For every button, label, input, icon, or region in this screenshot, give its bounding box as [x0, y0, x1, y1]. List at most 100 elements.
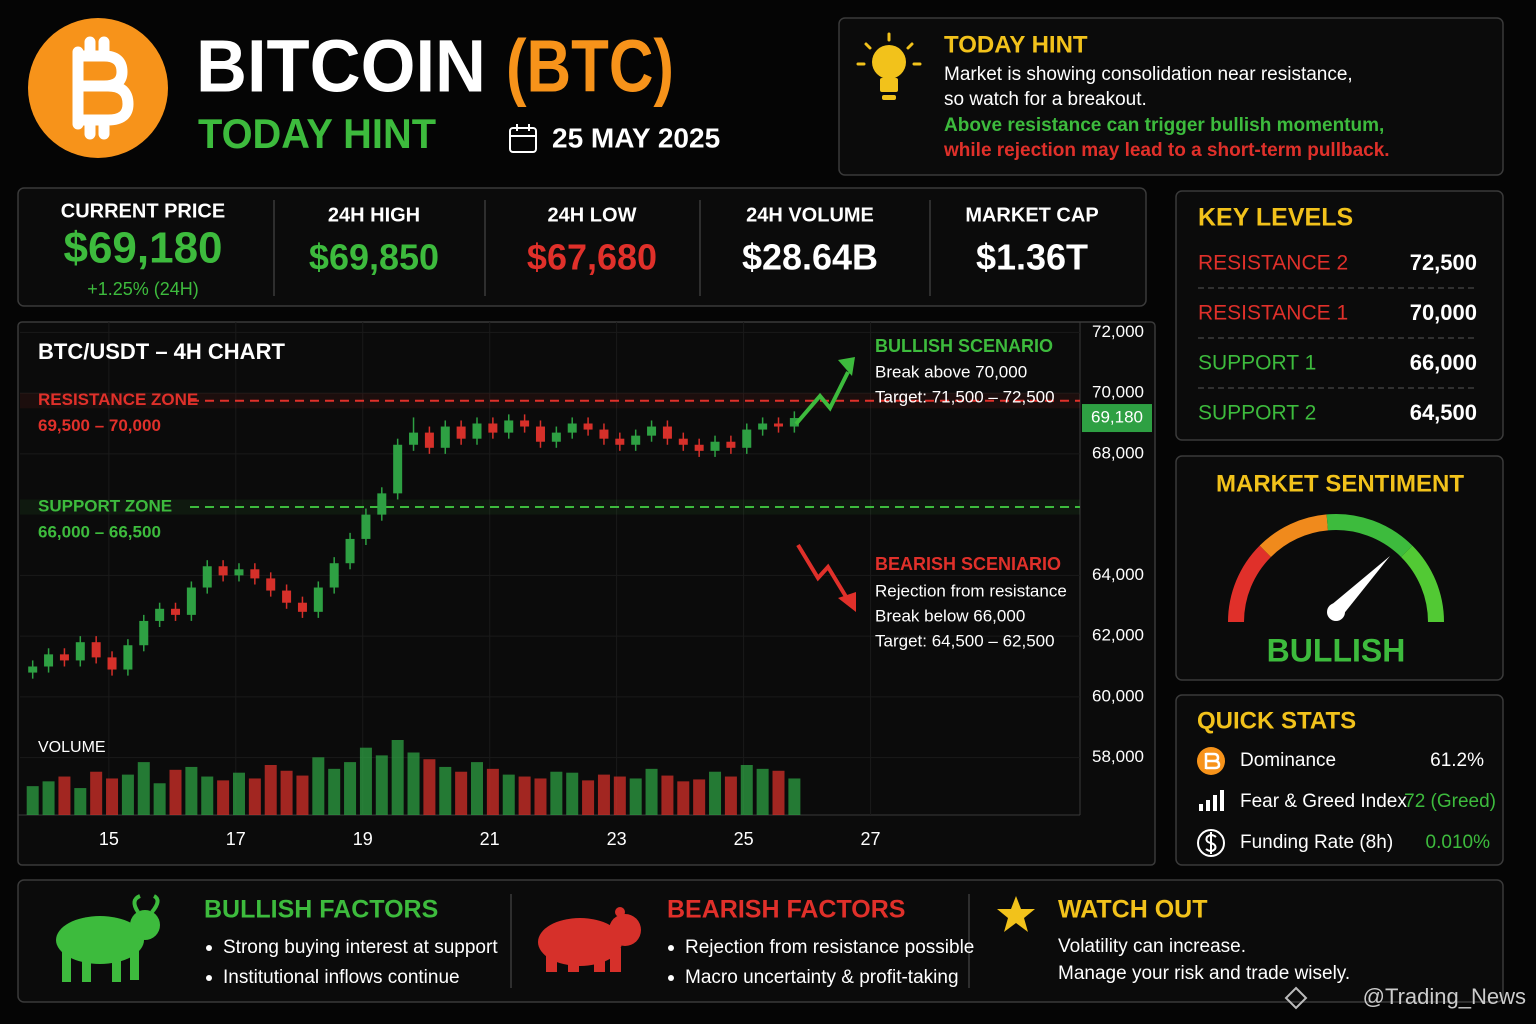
stat-label: 24H HIGH [328, 204, 420, 226]
bitcoin-symbol [72, 36, 134, 140]
volume-bar [740, 765, 753, 815]
volume-bar [391, 740, 404, 815]
volume-bar [724, 776, 737, 815]
stat-value: $69,180 [63, 224, 222, 273]
level-name: SUPPORT 2 [1198, 402, 1316, 425]
bear-icon [538, 907, 641, 972]
volume-bar [26, 786, 39, 815]
volume-bar [439, 766, 452, 815]
candle-body [710, 441, 720, 451]
stat-label: CURRENT PRICE [61, 200, 225, 222]
volume-bar [58, 776, 71, 815]
stat-label: MARKET CAP [965, 204, 1098, 226]
volume-bar [772, 770, 785, 815]
volume-bar [106, 778, 119, 815]
volume-bar [153, 783, 166, 815]
candle-body [520, 420, 530, 427]
candle-body [647, 426, 657, 436]
funding-icon-symbol [1205, 832, 1217, 854]
title: BITCOIN [196, 25, 486, 108]
candle-body [250, 569, 260, 579]
volume-bar [42, 781, 55, 815]
candle-body [488, 423, 498, 433]
candle-body [361, 514, 371, 539]
gauge-hub [1327, 603, 1345, 621]
x-tick-label: 27 [861, 829, 881, 849]
volume-bar [359, 747, 372, 815]
level-name: RESISTANCE 2 [1198, 252, 1348, 275]
candle-body [535, 426, 545, 442]
key-levels-title: KEY LEVELS [1198, 204, 1353, 232]
volume-bar [471, 762, 484, 815]
zone-range: 69,500 – 70,000 [38, 416, 161, 435]
volume-bar [534, 778, 547, 815]
date: 25 MAY 2025 [552, 122, 720, 153]
volume-bar [280, 770, 293, 815]
x-tick-label: 15 [99, 829, 119, 849]
x-tick-label: 19 [353, 829, 373, 849]
x-tick-label: 21 [480, 829, 500, 849]
volume-bar [201, 776, 214, 815]
stat-value: $67,680 [527, 237, 657, 278]
candle-body [171, 608, 181, 615]
bearish-arrowhead [838, 592, 856, 612]
watch-title: WATCH OUT [1058, 896, 1208, 924]
candle-body [472, 423, 482, 439]
candle-body [424, 432, 434, 448]
quick-stat-name: Dominance [1240, 750, 1336, 771]
candle-body [329, 563, 339, 588]
stat-label: 24H LOW [548, 204, 637, 226]
stat-change: +1.25% (24H) [87, 279, 199, 299]
watermark-icon [1284, 986, 1308, 1010]
candle-body [266, 578, 276, 591]
volume-bar [169, 769, 182, 815]
y-tick-label: 64,000 [1092, 565, 1144, 584]
bullet [668, 945, 674, 951]
candle-body [91, 642, 101, 658]
candle-body [567, 423, 577, 433]
chart-title: BTC/USDT – 4H CHART [38, 339, 285, 364]
candle-body [742, 429, 752, 448]
zone-label: RESISTANCE ZONE [38, 390, 198, 409]
x-tick-label: 23 [607, 829, 627, 849]
volume-bar [264, 765, 277, 815]
volume-bar [693, 779, 706, 815]
annotation-line: Break below 66,000 [875, 606, 1025, 625]
level-separators [1198, 287, 1477, 389]
footer-dividers [510, 894, 970, 988]
quick-stat-name: Funding Rate (8h) [1240, 832, 1393, 853]
volume-bar [597, 774, 610, 815]
volume-bar [121, 774, 134, 815]
factor-item: Rejection from resistance possible [685, 937, 974, 958]
factors-panel [17, 879, 1504, 1003]
candle-body [28, 666, 38, 673]
dominance-icon-symbol [1204, 752, 1221, 770]
sentiment-label: BULLISH [1267, 632, 1406, 668]
ticker: (BTC) [506, 25, 674, 108]
candle-body [678, 438, 688, 445]
candle-body [377, 493, 387, 515]
candle-body [345, 538, 355, 564]
sentiment-title: MARKET SENTIMENT [1216, 470, 1464, 497]
subtitle: TODAY HINT [198, 110, 436, 157]
quick-stat-value: 0.010% [1426, 832, 1491, 853]
volume-bar [455, 771, 468, 815]
volume-bar [709, 771, 722, 815]
candle-body [583, 423, 593, 430]
zone-range: 66,000 – 66,500 [38, 523, 161, 542]
candle-body [504, 420, 514, 433]
volume-bar [137, 762, 150, 815]
y-tick-label: 68,000 [1092, 443, 1144, 462]
bearish-arrow [796, 543, 850, 602]
y-tick-label: 60,000 [1092, 686, 1144, 705]
bulb-icon [856, 32, 922, 100]
star-icon [997, 896, 1035, 932]
volume-bar [344, 762, 357, 815]
factor-item: Strong buying interest at support [223, 937, 498, 958]
candle-body [202, 566, 212, 588]
volume-bar [582, 780, 595, 815]
annotation-line: Target: 71,500 – 72,500 [875, 387, 1055, 406]
candle-body [75, 642, 85, 661]
candle-body [551, 432, 561, 442]
